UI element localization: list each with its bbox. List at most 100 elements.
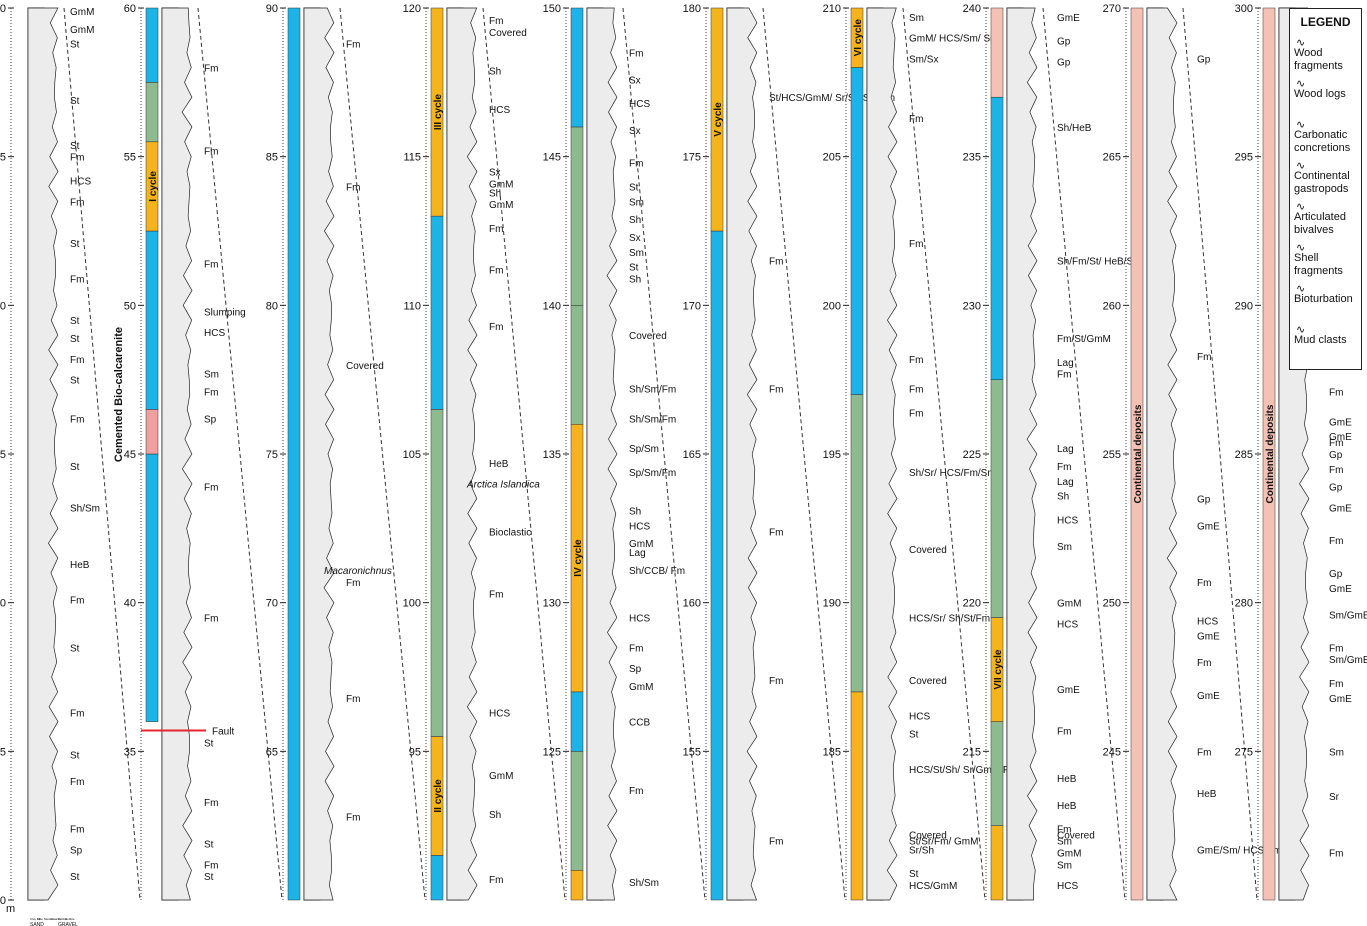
facies-label: Covered (909, 545, 947, 556)
facies-label: Sp/Sm (629, 444, 659, 455)
facies-label: GmM (1057, 848, 1081, 859)
grain-size-label: Fine (37, 917, 43, 921)
cycle-label: V cycle (713, 102, 724, 137)
depth-tick-label: 225 (963, 449, 981, 461)
cycle-label: II cycle (433, 779, 444, 813)
depth-tick-label: 35 (124, 746, 136, 758)
facies-label: Fm (70, 777, 84, 788)
depth-tick-label: 125 (543, 746, 561, 758)
facies-label: Sh/Sm/Fm (629, 385, 676, 396)
facies-label: Fm (769, 676, 783, 687)
correlation-line (1182, 7, 1258, 901)
facies-label: Fm (769, 385, 783, 396)
grain-size-profile (446, 7, 478, 901)
facies-label: Gp (1329, 483, 1343, 494)
environment-bar-marine (850, 67, 864, 395)
facies-label: Fm (1329, 388, 1343, 399)
facies-label: Covered (629, 331, 667, 342)
depth-tick-label: 205 (823, 152, 841, 164)
facies-label: St (629, 263, 639, 274)
facies-label: Fm (629, 643, 643, 654)
environment-bar-continental (990, 7, 1004, 98)
facies-label: Sx (629, 126, 641, 137)
facies-label: HCS (629, 614, 650, 625)
depth-tick-label: 180 (683, 3, 701, 15)
grain-size-label: Pebble (58, 917, 68, 921)
facies-label: Fm (346, 813, 360, 824)
depth-tick-label: 290 (1235, 300, 1253, 312)
grain-size-profile (586, 7, 618, 901)
correlation-line (902, 7, 986, 901)
depth-tick-label: 50 (124, 300, 136, 312)
facies-label: Sm (909, 13, 924, 24)
grain-group-label: SAND (30, 922, 44, 926)
facies-label: Fm (1197, 352, 1211, 363)
facies-label: HeB (1057, 774, 1077, 785)
facies-label: GmM (489, 179, 513, 190)
facies-label: HCS/GmM (909, 881, 957, 892)
legend-title: LEGEND (1300, 15, 1351, 29)
grain-group-label: GRAVEL (58, 922, 78, 926)
facies-label: St (70, 872, 80, 883)
facies-label: HCS (70, 176, 91, 187)
facies-label: GmE (1197, 631, 1220, 642)
facies-label: Sp (629, 664, 642, 675)
facies-label: Fm (909, 355, 923, 366)
facies-label: HCS (629, 521, 650, 532)
depth-tick-label: 295 (1235, 152, 1253, 164)
facies-label: Fm (70, 825, 84, 836)
environment-bar-marine (570, 7, 584, 128)
shell-fragments-icon: ∿ (1296, 242, 1306, 254)
depth-tick-label: 215 (963, 746, 981, 758)
cycle-label: IV cycle (573, 539, 584, 577)
mud-clasts-icon: ∿ (1296, 324, 1306, 336)
environment-bar-transition (570, 751, 584, 871)
facies-label: Sh (629, 275, 641, 286)
facies-label: Sm (1329, 747, 1344, 758)
legend-item: ∿ Wood logs (1294, 78, 1362, 101)
environment-bar-marine (145, 230, 159, 410)
facies-label: Fm (1329, 465, 1343, 476)
facies-label: HCS (629, 99, 650, 110)
facies-label: Fm (1057, 825, 1071, 836)
environment-bar-cycle (850, 7, 864, 68)
depth-tick-label: 85 (266, 152, 278, 164)
facies-label: Sx (629, 75, 641, 86)
facies-label: GmM (70, 25, 94, 36)
facies-label: Sh/Sm/Fm (629, 414, 676, 425)
carbonatic-concretions-icon: ∿ (1296, 119, 1306, 131)
depth-tick-label: 150 (543, 3, 561, 15)
correlation-line (622, 7, 706, 901)
facies-label: GmE (1197, 691, 1220, 702)
legend-item: ∿ Shell fragments (1294, 242, 1362, 278)
facies-label: HCS (1197, 617, 1218, 628)
correlation-line (482, 7, 566, 901)
facies-label: Fm (1057, 462, 1071, 473)
depth-tick-label: 235 (963, 152, 981, 164)
environment-bar-pink (145, 409, 159, 455)
depth-tick-label: 25 (0, 152, 6, 164)
legend-item: ∿ Mud clasts (1294, 324, 1362, 347)
depth-tick-label: 265 (1103, 152, 1121, 164)
facies-label: Sh (489, 66, 501, 77)
facies-label: CCB (629, 718, 650, 729)
facies-label: Sh/HeB (1057, 123, 1092, 134)
facies-label: St/Sr/Fm/ GmM (909, 837, 978, 848)
facies-label: Fm (204, 147, 218, 158)
depth-tick-label: 90 (266, 3, 278, 15)
facies-label: GmM (489, 771, 513, 782)
grain-size-profile (1006, 7, 1038, 901)
facies-label: GmM (70, 7, 94, 18)
facies-label: Fm (489, 875, 503, 886)
legend-item: ∿ Bioturbation (1294, 283, 1362, 306)
facies-label: Fm (489, 16, 503, 27)
depth-tick-label: 95 (409, 746, 421, 758)
depth-tick-label: 120 (403, 3, 421, 15)
depth-tick-label: 110 (403, 300, 421, 312)
legend-label: Continental gastropods (1294, 170, 1350, 195)
environment-bar-cycle (990, 825, 1004, 901)
environment-bar-cycle (850, 691, 864, 901)
depth-tick-label: 220 (963, 598, 981, 610)
facies-label: Fm (1197, 747, 1211, 758)
environment-bar-marine (287, 7, 301, 901)
